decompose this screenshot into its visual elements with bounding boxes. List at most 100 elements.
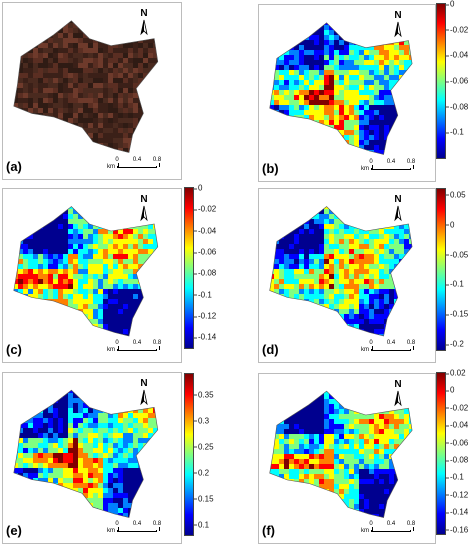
colorbar-tick-label: -0.15 — [445, 309, 469, 319]
colorbar-tick-label: -0.08 — [445, 102, 469, 112]
scale-bar: 0 0.4 0.8 km — [361, 521, 431, 541]
panel-label: (c) — [6, 342, 22, 357]
colorbar-tick-label: -0.06 — [193, 247, 217, 257]
scale-tick-label: 0 — [115, 521, 119, 527]
colorbar-tick-label: 0 — [445, 385, 455, 395]
scale-tick-label: 0.4 — [132, 521, 142, 527]
colorbar-tick-label: -0.12 — [193, 311, 217, 321]
map-raster — [13, 206, 159, 337]
map-raster — [269, 206, 413, 337]
panel-label: (e) — [6, 523, 22, 538]
scale-tick-label: 0 — [369, 159, 373, 165]
colorbar: 0 -0.02 -0.04 -0.06 -0.08 -0.1 — [436, 0, 468, 159]
colorbar: 0.02 0 -0.02 -0.04 -0.06 -0.08 -0.1 -0.12 -0.14 -… — [436, 369, 468, 535]
colorbar-tick-label: 0.1 — [193, 520, 210, 530]
colorbar-tick-label: 0.15 — [194, 494, 214, 504]
colorbar-tick-label: -0.06 — [445, 76, 469, 86]
colorbar-tick-label: 0.02 — [446, 368, 466, 378]
colorbar-tick-label: -0.2 — [446, 339, 464, 349]
scale-unit: km — [361, 347, 369, 353]
colorbar-tick-label: -0.04 — [445, 50, 469, 60]
scale-tick-label: 0 — [369, 521, 373, 527]
colorbar-tick-label: -0.12 — [445, 490, 469, 500]
colorbar-tick-label: -0.1 — [446, 127, 464, 137]
scale-tick-label: 0.4 — [386, 159, 396, 165]
north-arrow-icon: N — [137, 379, 151, 412]
scale-bar-line — [371, 165, 414, 170]
colorbar-tick-label: -0.06 — [445, 438, 469, 448]
colorbar-tick-label: 0.3 — [193, 416, 210, 426]
scale-tick-label: 0.8 — [406, 159, 416, 165]
colorbar-tick-label: -0.14 — [193, 332, 217, 342]
scale-bar-line — [117, 163, 160, 168]
north-label: N — [140, 194, 148, 205]
scale-unit: km — [361, 166, 369, 172]
north-label: N — [394, 10, 402, 21]
colorbar-tick-label: -0.1 — [194, 290, 212, 300]
scale-bar-line — [117, 527, 160, 532]
map-raster — [269, 22, 413, 155]
north-arrow-icon: N — [391, 11, 405, 44]
colorbar-tick-label: 0 — [193, 183, 203, 193]
colorbar-tick-label: -0.16 — [445, 525, 469, 535]
panel-label: (f) — [262, 523, 275, 538]
scale-bar-line — [117, 346, 160, 351]
colorbar-tick-label: -0.1 — [446, 279, 464, 289]
scale-tick-label: 0.8 — [152, 157, 162, 163]
colorbar-tick-label: -0.04 — [193, 226, 217, 236]
colorbar: 0.35 0.3 0.25 0.2 0.15 0.1 — [184, 373, 214, 536]
scale-bar: 0 0.4 0.8 km — [361, 340, 431, 360]
panel-label: (b) — [262, 161, 279, 176]
scale-tick-label: 0.8 — [152, 340, 162, 346]
map-panel-e: (e) N 0 0.4 0.8 km — [2, 372, 182, 544]
north-arrow-icon: N — [391, 380, 405, 413]
colorbar-tick-label: 0.35 — [194, 390, 214, 400]
scale-bar-line — [371, 346, 414, 351]
map-raster — [269, 390, 413, 518]
colorbar-tick-label: 0.2 — [193, 468, 210, 478]
colorbar: 0.05 0 -0.05 -0.1 -0.15 -0.2 — [436, 188, 468, 351]
map-raster — [13, 20, 159, 153]
panel-label: (a) — [6, 159, 22, 174]
north-label: N — [140, 378, 148, 389]
colorbar-tick-label: 0 — [445, 220, 455, 230]
scale-tick-label: 0.4 — [386, 340, 396, 346]
scale-bar: 0 0.4 0.8 km — [107, 521, 177, 541]
colorbar: 0 -0.02 -0.04 -0.06 -0.08 -0.1 -0.12 -0.14 — [184, 184, 216, 349]
map-panel-f: (f) N 0 0.4 0.8 km — [258, 373, 436, 544]
colorbar-tick-label: -0.02 — [193, 204, 217, 214]
panel-label: (d) — [262, 342, 279, 357]
scale-bar-line — [371, 527, 414, 532]
scale-unit: km — [107, 347, 115, 353]
scale-unit: km — [361, 528, 369, 534]
north-arrow-icon: N — [137, 195, 151, 228]
north-label: N — [394, 194, 402, 205]
colorbar-tick-label: -0.08 — [193, 268, 217, 278]
north-arrow-icon: N — [137, 9, 151, 42]
colorbar-tick-label: -0.1 — [446, 472, 464, 482]
scale-tick-label: 0 — [369, 340, 373, 346]
colorbar-tick-label: 0.25 — [194, 442, 214, 452]
scale-unit: km — [107, 528, 115, 534]
colorbar-tick-label: -0.05 — [445, 250, 469, 260]
colorbar-tick-label: 0 — [445, 0, 455, 9]
map-panel-d: (d) N 0 0.4 0.8 km — [258, 188, 436, 363]
scale-tick-label: 0.8 — [406, 521, 416, 527]
colorbar-tick-label: -0.08 — [445, 455, 469, 465]
scale-tick-label: 0.8 — [152, 521, 162, 527]
colorbar-tick-label: -0.14 — [445, 507, 469, 517]
north-label: N — [394, 379, 402, 390]
north-arrow-icon: N — [391, 195, 405, 228]
map-panel-a: (a) N 0 0.4 0.8 km — [2, 2, 182, 180]
scale-tick-label: 0.4 — [386, 521, 396, 527]
map-raster — [13, 389, 159, 518]
scale-bar: 0 0.4 0.8 km — [107, 340, 177, 360]
scale-tick-label: 0.4 — [132, 157, 142, 163]
colorbar-tick-label: -0.02 — [445, 25, 469, 35]
map-panel-c: (c) N 0 0.4 0.8 km — [2, 188, 182, 363]
north-label: N — [140, 8, 148, 19]
scale-tick-label: 0.4 — [132, 340, 142, 346]
scale-bar: 0 0.4 0.8 km — [107, 157, 177, 177]
colorbar-tick-label: -0.02 — [445, 403, 469, 413]
colorbar-tick-label: 0.05 — [446, 190, 466, 200]
